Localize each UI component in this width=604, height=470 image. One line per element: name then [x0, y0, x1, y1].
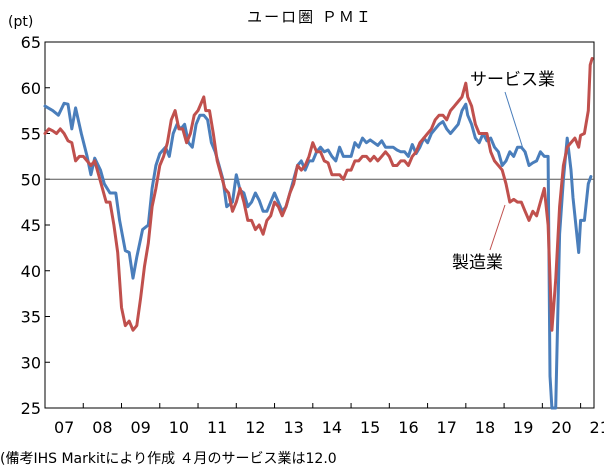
chart-title: ユーロ圏 ＰＭＩ: [247, 8, 373, 26]
y-tick-label: 30: [21, 353, 41, 372]
y-tick-label: 65: [21, 33, 41, 52]
chart-note: (備考IHS Markitにより作成 ４月のサービス業は12.0: [0, 451, 337, 467]
series-label-manufacturing: 製造業: [452, 253, 503, 273]
x-tick-label: 10: [169, 418, 189, 437]
x-tick-label: 14: [322, 418, 342, 437]
x-tick-label: 12: [245, 418, 265, 437]
y-tick-label: 50: [21, 170, 41, 189]
series-label-services: サービス業: [470, 70, 555, 90]
x-axis: 07 08 09 10 11 12 13 14 15 16 17 18 19 20 21: [54, 403, 604, 437]
series-group: [43, 57, 594, 410]
x-tick-label: 20: [551, 418, 571, 437]
series-line-services: [43, 101, 593, 410]
x-tick-label: 16: [398, 418, 418, 437]
y-tick-label: 25: [21, 399, 41, 418]
x-tick-label: 08: [92, 418, 112, 437]
x-tick-label: 07: [54, 418, 74, 437]
plot-area: [44, 41, 595, 409]
x-tick-label: 11: [207, 418, 227, 437]
services-label-leader: [504, 91, 526, 156]
y-tick-label: 45: [21, 216, 41, 235]
x-tick-label: 13: [283, 418, 303, 437]
y-tick-label: 60: [21, 79, 41, 98]
y-tick-label: 55: [21, 125, 41, 144]
series-line-manufacturing: [43, 57, 594, 332]
y-tick-label: 35: [21, 308, 41, 327]
x-tick-label: 18: [475, 418, 495, 437]
manufacturing-label-leader: [489, 204, 506, 251]
y-tick-label: 40: [21, 262, 41, 281]
x-tick-label: 15: [360, 418, 380, 437]
x-tick-label: 09: [130, 418, 150, 437]
x-tick-label: 19: [513, 418, 533, 437]
x-tick-label: 21: [590, 418, 604, 437]
x-tick-label: 17: [437, 418, 457, 437]
y-axis-label: (pt): [8, 14, 33, 30]
y-axis: 25 30 35 40 45 50 55 60 65: [21, 33, 50, 418]
